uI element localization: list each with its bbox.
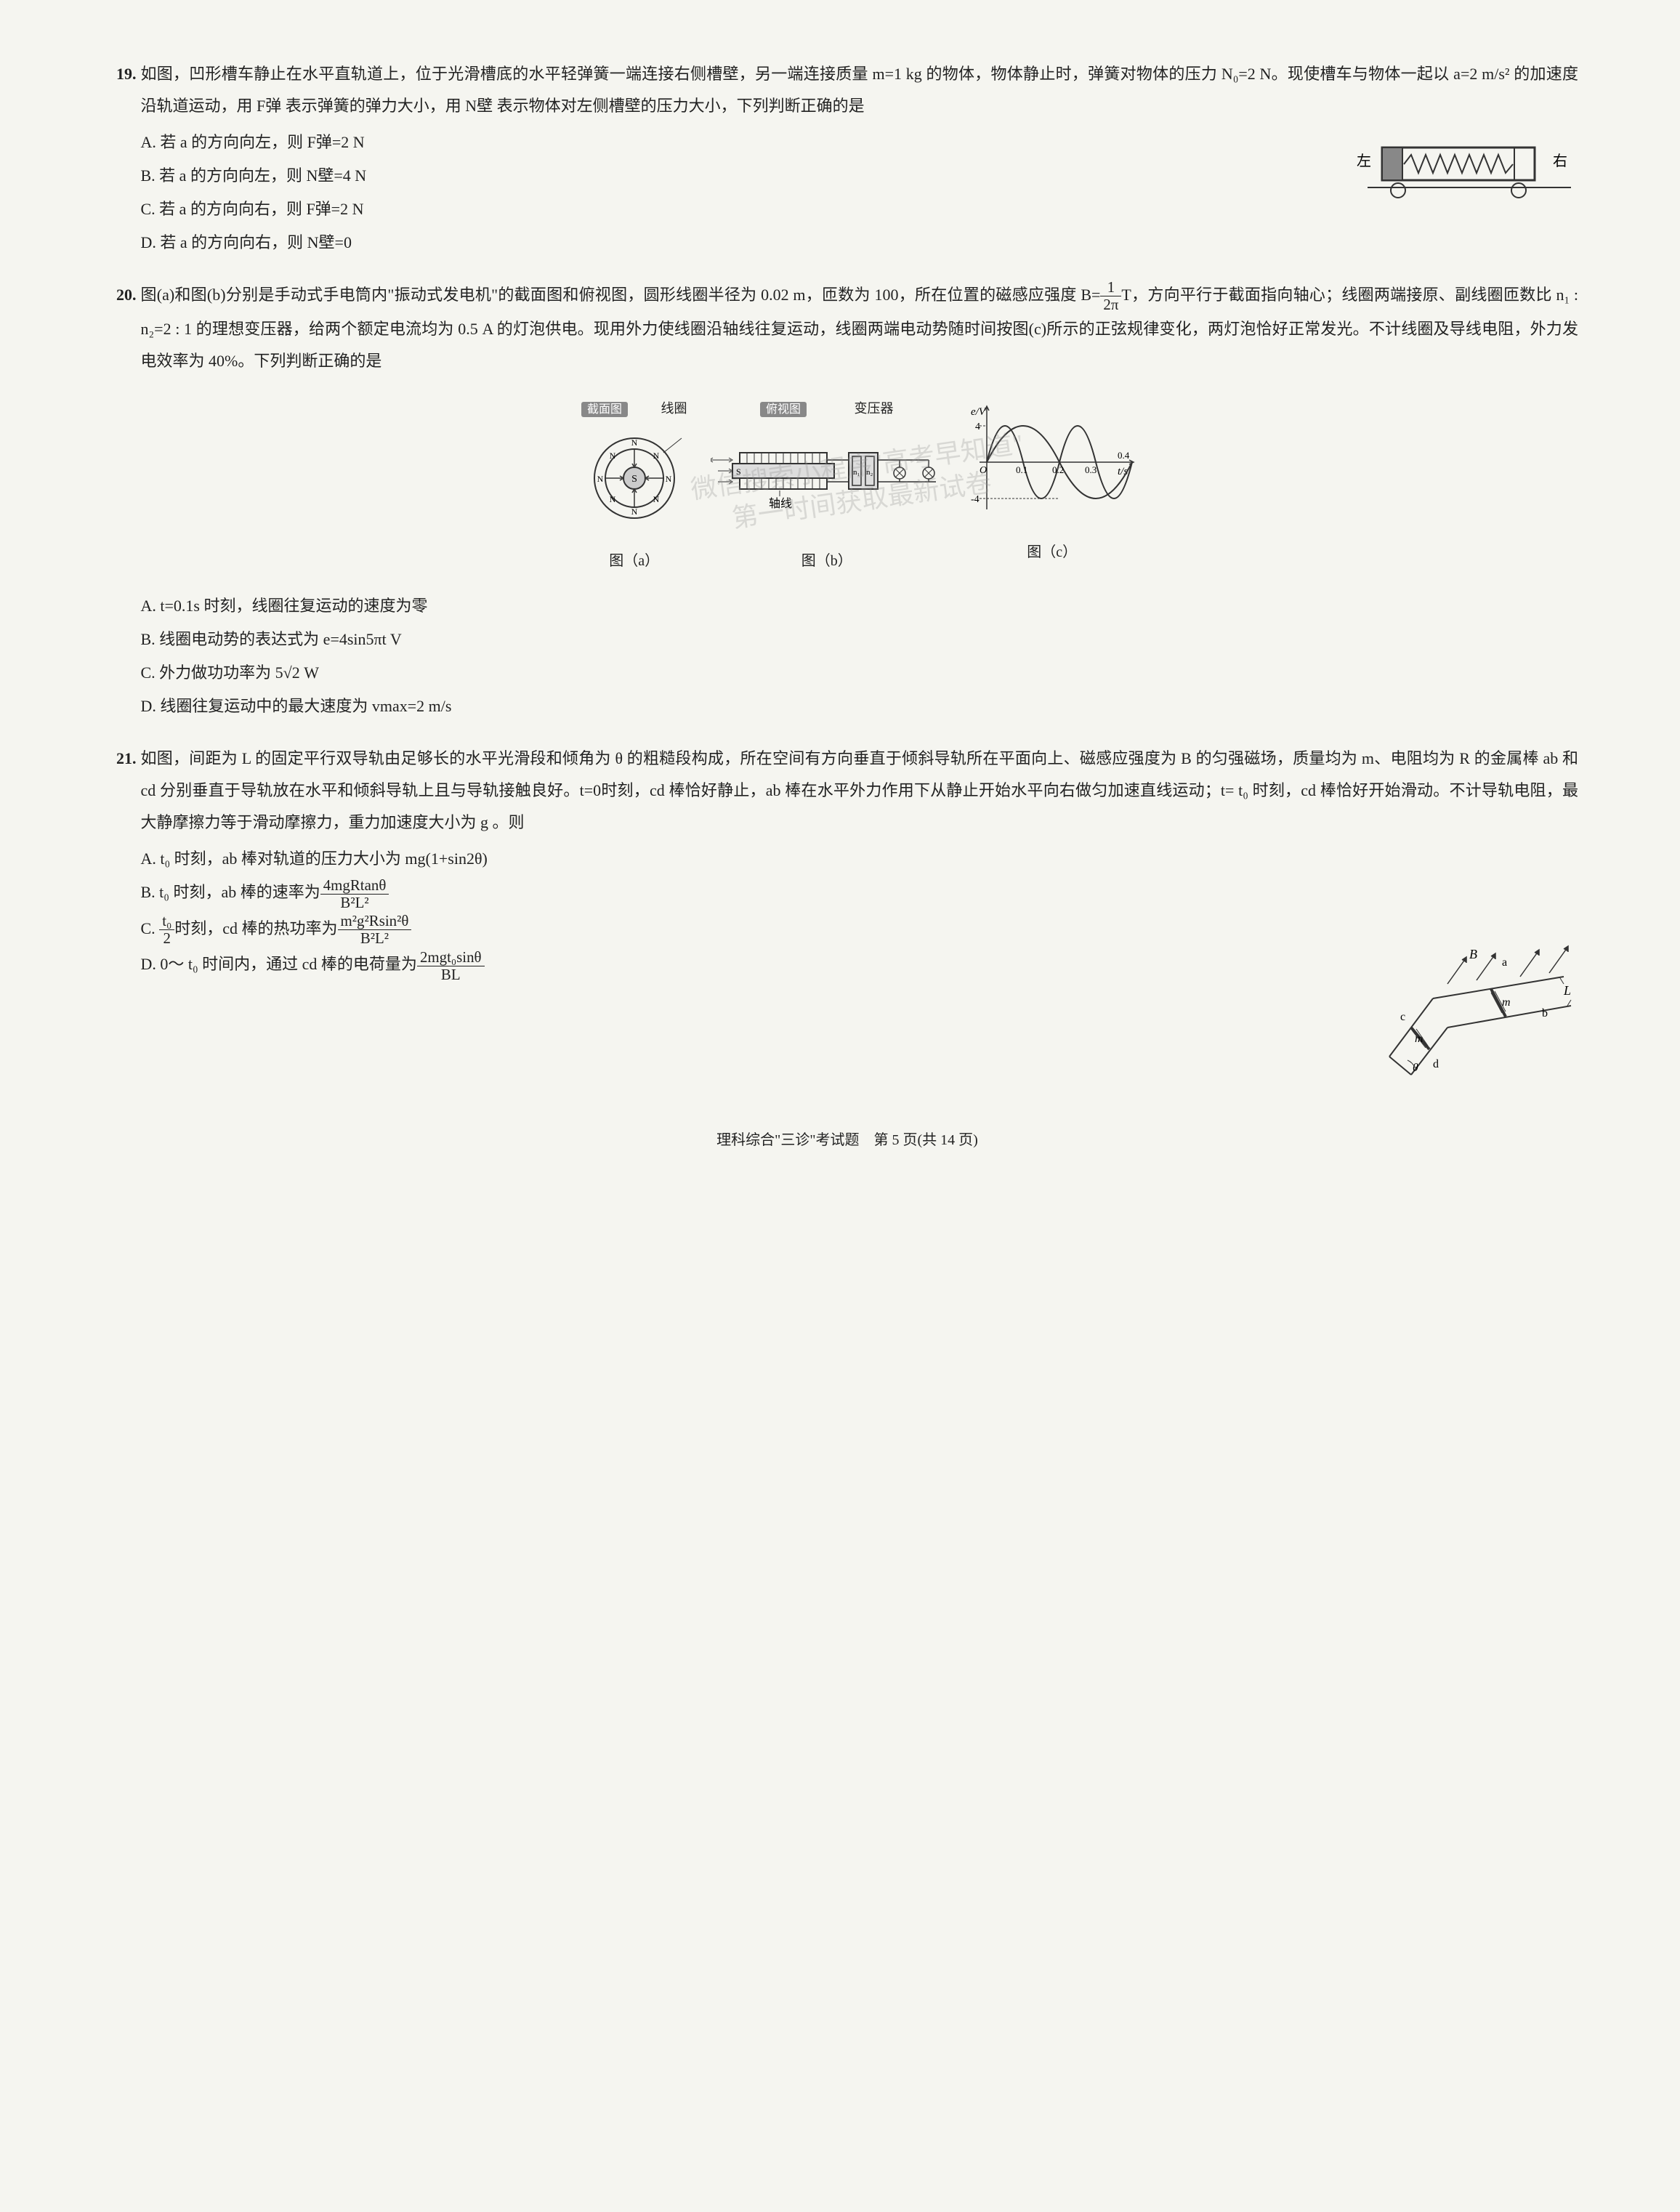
svg-text:θ: θ <box>1413 1062 1418 1074</box>
svg-text:N: N <box>653 451 659 461</box>
motion-arrows-icon <box>711 458 732 484</box>
q19-left-label: 左 <box>1357 153 1371 169</box>
cart-icon <box>1382 148 1535 198</box>
svg-text:N: N <box>609 494 615 504</box>
svg-text:0.3: 0.3 <box>1085 464 1097 475</box>
q20-number: 20. <box>116 279 137 311</box>
svg-text:d: d <box>1433 1058 1439 1070</box>
q20-figure-c: e/V t/s 4 -4 O 0.1 0.2 0.3 0.4 <box>965 400 1139 567</box>
q21-number: 21. <box>116 743 137 775</box>
svg-text:B: B <box>1469 947 1477 961</box>
page-footer: 理科综合"三诊"考试题 第 5 页(共 14 页) <box>116 1126 1578 1155</box>
svg-text:N: N <box>665 474 671 484</box>
question-21: 21. 如图，间距为 L 的固定平行双导轨由足够长的水平光滑段和倾角为 θ 的粗… <box>116 743 1578 1097</box>
svg-text:0.1: 0.1 <box>1016 464 1027 475</box>
question-19: 19. 如图，凹形槽车静止在水平直轨道上，位于光滑槽底的水平轻弹簧一端连接右侧槽… <box>116 58 1578 259</box>
axis-label: 轴线 <box>769 497 792 510</box>
svg-text:L: L <box>1563 983 1571 998</box>
q19-right-label: 右 <box>1553 153 1567 169</box>
svg-text:0.4: 0.4 <box>1118 450 1130 461</box>
q21-option-d: D. 0～ t₀ 时间内，通过 cd 棒的电荷量为2mgt₀sinθBL <box>141 948 1346 982</box>
svg-text:S: S <box>631 474 637 485</box>
svg-text:S: S <box>736 467 741 477</box>
q20-option-b: B. 线圈电动势的表达式为 e=4sin5πt V <box>141 623 1579 655</box>
q19-option-a: A. 若 a 的方向向左，则 F弹=2 N <box>141 126 1332 158</box>
svg-text:n₁: n₁ <box>853 468 860 477</box>
svg-text:N: N <box>609 451 615 461</box>
q20-figure-a: 截面图 线圈 S N N N N N <box>580 392 689 576</box>
q21-option-b: B. t₀ 时刻，ab 棒的速率为4mgRtanθB²L² <box>141 876 1346 911</box>
q21-option-a: A. t₀ 时刻，ab 棒对轨道的压力大小为 mg(1+sin2θ) <box>141 843 1346 875</box>
question-20: 20. 图(a)和图(b)分别是手动式手电筒内"振动式发电机"的截面图和俯视图，… <box>116 279 1578 722</box>
q20-text: 图(a)和图(b)分别是手动式手电筒内"振动式发电机"的截面图和俯视图，圆形线圈… <box>141 279 1579 377</box>
svg-text:n₂: n₂ <box>866 468 873 477</box>
generator-icon: S <box>711 453 834 489</box>
svg-text:b: b <box>1542 1007 1548 1020</box>
transformer-icon: n₁ n₂ <box>827 453 936 489</box>
q19-text: 如图，凹形槽车静止在水平直轨道上，位于光滑槽底的水平轻弹簧一端连接右侧槽壁，另一… <box>141 58 1579 122</box>
q20-option-d: D. 线圈往复运动中的最大速度为 vmax=2 m/s <box>141 690 1579 722</box>
origin-label: O <box>980 465 987 476</box>
y-axis-label: e/V <box>971 406 987 418</box>
y-max-label: 4 <box>975 421 980 432</box>
svg-text:0.2: 0.2 <box>1052 464 1064 475</box>
svg-text:N: N <box>653 494 659 504</box>
q20-option-a: A. t=0.1s 时刻，线圈往复运动的速度为零 <box>141 590 1579 622</box>
q21-text: 如图，间距为 L 的固定平行双导轨由足够长的水平光滑段和倾角为 θ 的粗糙段构成… <box>141 743 1579 839</box>
q21-option-c: C. t₀2时刻，cd 棒的热功率为m²g²Rsin²θB²L² <box>141 913 1346 947</box>
rails-icon <box>1389 977 1571 1075</box>
q19-number: 19. <box>116 58 137 90</box>
q21-figure: B a b c d L m m θ <box>1360 940 1578 1097</box>
q19-option-b: B. 若 a 的方向向左，则 N壁=4 N <box>141 160 1332 192</box>
svg-text:c: c <box>1400 1011 1405 1023</box>
q19-figure: 左 右 <box>1346 129 1578 213</box>
q20-option-c: C. 外力做功功率为 5√2 W <box>141 657 1579 689</box>
svg-text:N: N <box>597 474 603 484</box>
svg-text:N: N <box>631 506 637 517</box>
q20-figures: 微信搜索小程序"高考早知道" 第一时间获取最新试卷 截面图 线圈 S <box>141 392 1579 576</box>
q20-figure-b: 俯视图 变压器 <box>711 392 943 576</box>
svg-text:a: a <box>1502 956 1507 969</box>
y-min-label: -4 <box>971 494 980 505</box>
svg-text:N: N <box>631 437 637 448</box>
q19-option-c: C. 若 a 的方向向右，则 F弹=2 N <box>141 193 1332 225</box>
q19-option-d: D. 若 a 的方向向右，则 N壁=0 <box>141 227 1332 259</box>
